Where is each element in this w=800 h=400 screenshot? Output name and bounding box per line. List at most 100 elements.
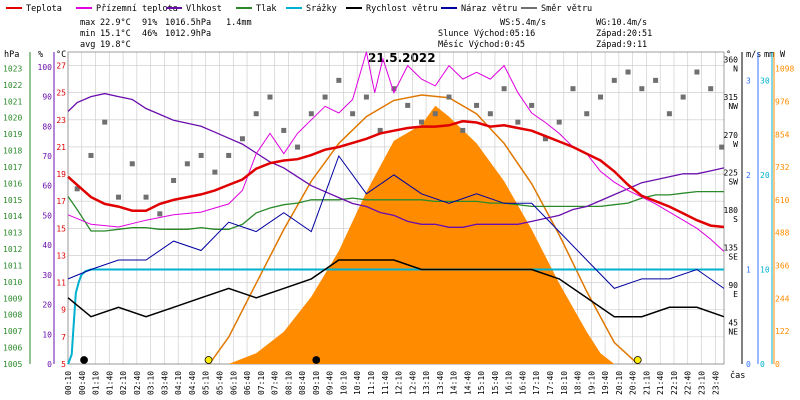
wind-dir-point (542, 136, 548, 142)
wind-dir-point (253, 111, 259, 117)
wind-dir-point (115, 194, 121, 200)
wind-dir-point (377, 127, 383, 133)
tick-time: 18:10 (560, 371, 569, 395)
series-rychlost-vetru (67, 259, 725, 318)
tick-deg: 135 (724, 243, 739, 252)
tick-time: 21:10 (642, 371, 651, 395)
tick-time: 19:10 (587, 371, 596, 395)
tick-time: 07:40 (271, 371, 280, 395)
tick-ms: 1 (746, 265, 751, 274)
stat-max-hum: 91% (142, 18, 157, 28)
tick-time: 23:10 (698, 371, 707, 395)
wind-dir-point (694, 69, 700, 75)
wind-dir-point (281, 127, 287, 133)
series-teplota (67, 119, 725, 229)
wind-dir-point (102, 119, 108, 125)
unit-deg: ° (726, 50, 731, 60)
tick-dir: SW (728, 177, 738, 186)
wind-dir-point (226, 152, 232, 158)
unit-mm: mm (764, 50, 774, 60)
unit-w: W (780, 50, 786, 60)
tick-w: 122 (775, 327, 790, 336)
legend-label: Náraz větru (461, 4, 517, 14)
wind-dir-point (418, 119, 424, 125)
tick-time: 14:40 (463, 371, 472, 395)
tick-hpa: 1013 (3, 229, 22, 238)
wind-dir-point (198, 152, 204, 158)
tick-hpa: 1006 (3, 344, 22, 353)
tick-w: 244 (775, 294, 790, 303)
series-solar (228, 105, 615, 365)
tick-time: 05:40 (215, 371, 224, 395)
tick-time: 21:40 (656, 371, 665, 395)
wind-dir-point (157, 211, 163, 217)
tick-degc: 21 (56, 143, 66, 152)
tick-mm: 0 (760, 360, 765, 369)
tick-pct: 30 (42, 271, 52, 280)
legend-label: Směr větru (541, 4, 592, 14)
tick-hpa: 1018 (3, 147, 22, 156)
wind-dir-point (556, 119, 562, 125)
tick-mm: 30 (760, 76, 770, 85)
tick-hpa: 1008 (3, 311, 22, 320)
unit-hpa: hPa (4, 50, 19, 60)
wind-dir-point (460, 127, 466, 133)
tick-hpa: 1014 (3, 212, 22, 221)
tick-time: 06:40 (243, 371, 252, 395)
wind-dir-point (487, 111, 493, 117)
tick-dir: N (733, 65, 738, 74)
wind-wg: WG:10.4m/s (596, 18, 647, 28)
tick-mm: 10 (760, 265, 770, 274)
tick-time: 23:40 (711, 371, 720, 395)
wind-dir-point (625, 69, 631, 75)
tick-deg: 90 (728, 281, 738, 290)
tick-degc: 25 (56, 89, 66, 98)
tick-ms: 2 (746, 171, 751, 180)
stat-avg-label: avg (80, 40, 95, 50)
tick-time: 01:40 (105, 371, 114, 395)
tick-pct: 80 (42, 122, 52, 131)
tick-time: 15:40 (491, 371, 500, 395)
tick-degc: 7 (61, 333, 66, 342)
tick-pct: 60 (42, 182, 52, 191)
wind-dir-point (267, 94, 273, 100)
tick-dir: NE (728, 327, 738, 336)
tick-hpa: 1007 (3, 327, 22, 336)
wind-dir-point (74, 186, 80, 192)
stat-min-press: 1012.9hPa (165, 29, 211, 39)
wind-dir-point (322, 94, 328, 100)
series-tlak (67, 190, 724, 232)
wind-dir-point (295, 144, 301, 150)
event-sunset (633, 356, 642, 364)
series-sun-curve (208, 94, 639, 365)
tick-dir: SE (728, 252, 738, 261)
tick-time: 06:10 (229, 371, 238, 395)
tick-hpa: 1016 (3, 179, 22, 188)
tick-time: 01:10 (92, 371, 101, 395)
tick-pct: 0 (47, 360, 52, 369)
unit-ms: m/s (746, 50, 761, 60)
tick-time: 04:10 (174, 371, 183, 395)
tick-w: 0 (775, 360, 780, 369)
stat-min-hum: 46% (142, 29, 157, 39)
tick-hpa: 1021 (3, 97, 22, 106)
tick-pct: 10 (42, 330, 52, 339)
wind-dir-point (719, 144, 725, 150)
tick-hpa: 1005 (3, 360, 22, 369)
wind-dir-point (350, 111, 356, 117)
tick-hpa: 1022 (3, 81, 22, 90)
wind-dir-point (184, 161, 190, 167)
stat-max-temp: 22.9°C (100, 18, 131, 28)
tick-dir: NW (728, 102, 738, 111)
stat-max-press: 1016.5hPa (165, 18, 211, 28)
wind-dir-point (611, 77, 617, 83)
tick-time: 05:10 (202, 371, 211, 395)
tick-dir: W (733, 140, 738, 149)
wind-dir-point (680, 94, 686, 100)
tick-time: 10:40 (353, 371, 362, 395)
wind-dir-point (666, 111, 672, 117)
wind-dir-point (239, 136, 245, 142)
tick-time: 11:40 (381, 371, 390, 395)
